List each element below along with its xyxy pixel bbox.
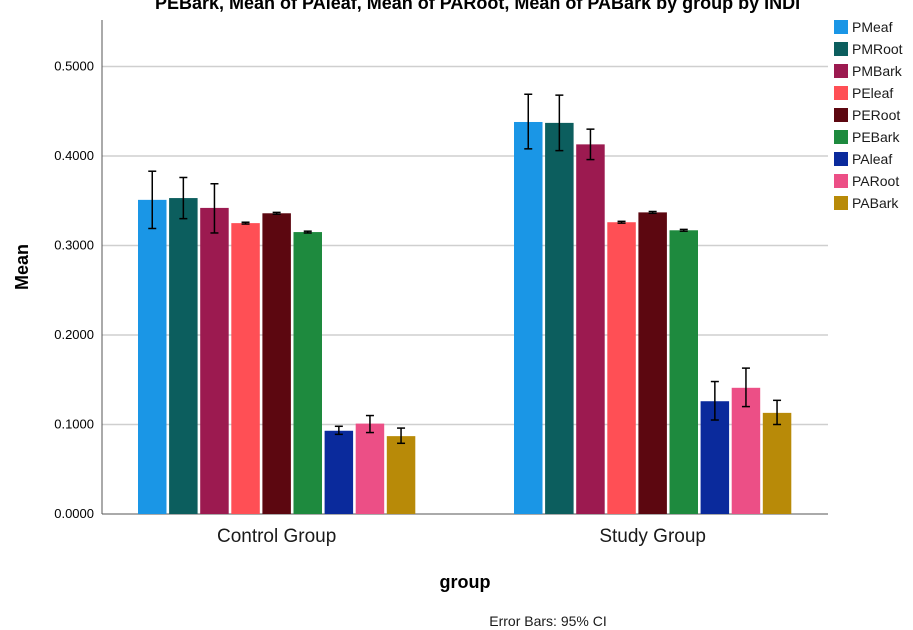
legend-label: PMRoot bbox=[852, 41, 903, 57]
legend-label: PABark bbox=[852, 195, 899, 211]
legend-label: PARoot bbox=[852, 173, 899, 189]
legend-label: PAleaf bbox=[852, 151, 892, 167]
y-tick-label: 0.2000 bbox=[54, 327, 94, 342]
error-bar-paleaf-0 bbox=[334, 425, 343, 436]
bar-paroot-0 bbox=[355, 423, 385, 514]
bar-peleaf-0 bbox=[231, 223, 260, 514]
error-bar-peleaf-1 bbox=[617, 220, 626, 224]
bar-peroot-1 bbox=[638, 212, 667, 514]
legend-item: PEleaf bbox=[834, 85, 893, 101]
bar-pmroot-1 bbox=[545, 122, 574, 514]
legend-item: PMBark bbox=[834, 63, 903, 79]
error-bar-pebark-1 bbox=[679, 228, 688, 232]
legend-label: PEBark bbox=[852, 129, 900, 145]
legend-swatch bbox=[834, 20, 848, 34]
legend-item: PMRoot bbox=[834, 41, 903, 57]
error-bar-paroot-0 bbox=[365, 414, 374, 434]
legend-label: PMeaf bbox=[852, 19, 893, 35]
bars bbox=[138, 121, 792, 515]
y-axis-title: Mean bbox=[12, 244, 32, 290]
legend-item: PARoot bbox=[834, 173, 899, 189]
category-labels: Control Group Study Group bbox=[217, 526, 706, 547]
error-bar-paroot-1 bbox=[741, 367, 750, 408]
legend-label: PEleaf bbox=[852, 85, 893, 101]
category-label: Control Group bbox=[217, 526, 336, 547]
error-bar-pmeaf-1 bbox=[524, 93, 533, 150]
legend-label: PMBark bbox=[852, 63, 903, 79]
legend-swatch bbox=[834, 86, 848, 100]
error-bar-pmeaf-0 bbox=[148, 170, 157, 230]
y-tick-labels: 0.0000 0.1000 0.2000 0.3000 0.4000 0.5000 bbox=[54, 59, 94, 522]
error-bar-pmbark-1 bbox=[586, 128, 595, 161]
y-tick-label: 0.0000 bbox=[54, 506, 94, 521]
category-label: Study Group bbox=[599, 526, 706, 547]
y-tick-label: 0.1000 bbox=[54, 417, 94, 432]
error-bar-peleaf-0 bbox=[241, 221, 250, 225]
legend-item: PEBark bbox=[834, 129, 900, 145]
error-bar-paleaf-1 bbox=[710, 380, 719, 421]
legend-swatch bbox=[834, 130, 848, 144]
legend: PMeaf PMRoot PMBark PEleaf PERoot PEBark PAlea… bbox=[834, 19, 903, 211]
legend-item: PERoot bbox=[834, 107, 900, 123]
error-bar-peroot-1 bbox=[648, 210, 657, 215]
legend-swatch bbox=[834, 42, 848, 56]
bar-pmeaf-1 bbox=[514, 121, 543, 515]
x-axis-title: group bbox=[440, 572, 491, 592]
bar-peroot-0 bbox=[262, 213, 291, 514]
legend-item: PMeaf bbox=[834, 19, 893, 35]
bar-paleaf-0 bbox=[324, 430, 354, 514]
error-bar-pmbark-0 bbox=[210, 182, 219, 234]
bar-pabark-0 bbox=[386, 436, 416, 514]
y-tick-label: 0.5000 bbox=[54, 59, 94, 74]
error-bar-pmroot-1 bbox=[555, 94, 564, 152]
error-bar-pabark-1 bbox=[773, 399, 782, 426]
bar-peleaf-1 bbox=[607, 222, 636, 515]
error-bar-pebark-0 bbox=[303, 230, 312, 234]
legend-item: PAleaf bbox=[834, 151, 892, 167]
bar-pmroot-0 bbox=[169, 198, 198, 514]
legend-swatch bbox=[834, 196, 848, 210]
error-bar-pabark-0 bbox=[397, 427, 406, 445]
legend-item: PABark bbox=[834, 195, 899, 211]
error-bar-pmroot-0 bbox=[179, 176, 188, 220]
legend-swatch bbox=[834, 152, 848, 166]
bar-pebark-0 bbox=[293, 232, 322, 514]
error-bars-note: Error Bars: 95% CI bbox=[489, 613, 606, 629]
error-bars bbox=[148, 93, 782, 445]
bar-paroot-1 bbox=[731, 387, 761, 514]
error-bar-peroot-0 bbox=[272, 211, 281, 215]
legend-swatch bbox=[834, 174, 848, 188]
bar-pabark-1 bbox=[762, 412, 792, 514]
legend-swatch bbox=[834, 64, 848, 78]
legend-label: PERoot bbox=[852, 107, 900, 123]
bar-pmbark-0 bbox=[200, 207, 229, 514]
legend-swatch bbox=[834, 108, 848, 122]
bar-pmeaf-0 bbox=[138, 199, 167, 515]
y-tick-label: 0.4000 bbox=[54, 148, 94, 163]
bar-pebark-1 bbox=[669, 230, 698, 514]
bar-pmbark-1 bbox=[576, 144, 605, 515]
chart-title: PEBark, Mean of PAleaf, Mean of PARoot, … bbox=[155, 0, 800, 13]
y-tick-label: 0.3000 bbox=[54, 238, 94, 253]
